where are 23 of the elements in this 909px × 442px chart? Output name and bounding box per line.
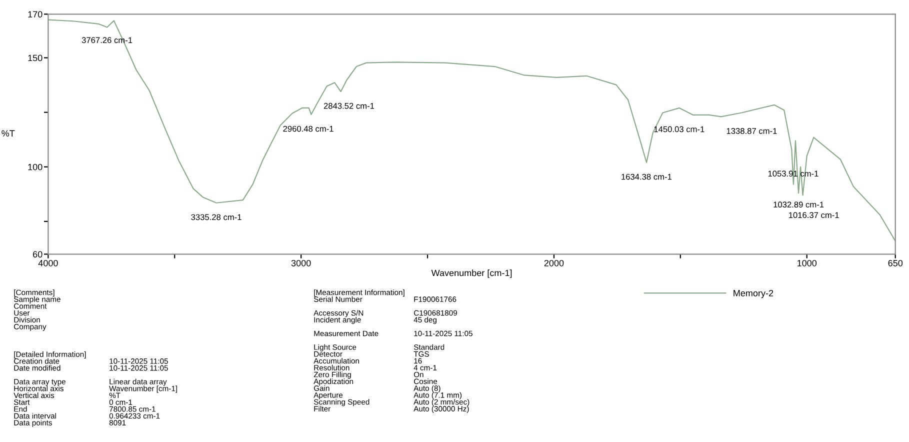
x-tick-label: 1000	[798, 260, 817, 266]
annotation: 2843.52 cm-1	[324, 102, 374, 109]
annotation: 1450.03 cm-1	[654, 126, 704, 132]
x-axis-title: Wavenumber [cm-1]	[431, 270, 512, 278]
annotation: 1016.37 cm-1	[788, 212, 839, 218]
y-tick-label: 60	[33, 251, 42, 258]
annotation: 1053.91 cm-1	[768, 170, 818, 177]
x-tick-label: 4000	[38, 260, 58, 266]
annotation: 3335.28 cm-1	[191, 214, 242, 220]
y-tick-label: 100	[28, 164, 42, 170]
annotation: 3767.26 cm-1	[82, 37, 132, 44]
y-tick-label: 170	[28, 11, 42, 18]
y-axis-title: %T	[2, 130, 15, 137]
y-tick-label: 150	[28, 54, 42, 62]
text: Memory-2	[734, 290, 774, 298]
annotation: 2960.48 cm-1	[283, 126, 334, 132]
annotation: 1032.89 cm-1	[774, 202, 824, 208]
line-series	[48, 19, 896, 242]
x-tick-label: 650	[888, 260, 903, 266]
annotation: 1338.87 cm-1	[726, 128, 777, 134]
annotation: 1634.38 cm-1	[622, 174, 672, 180]
x-tick-label: 3000	[291, 260, 311, 266]
x-tick-label: 2000	[544, 260, 564, 266]
